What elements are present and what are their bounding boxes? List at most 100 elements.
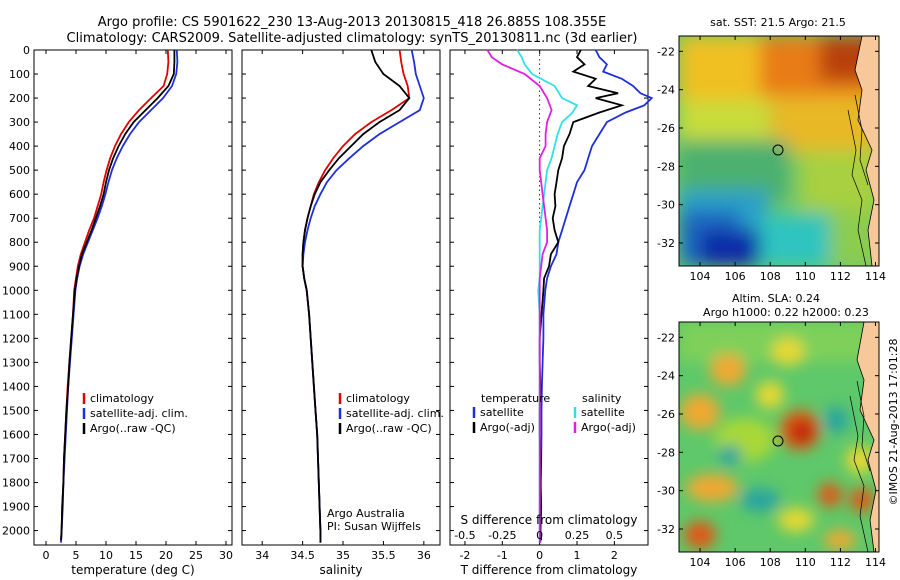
sla-map-subtitle: Argo h1000: 0.22 h2000: 0.23 bbox=[703, 306, 869, 319]
sst-map-title: sat. SST: 21.5 Argo: 21.5 bbox=[710, 16, 846, 29]
x2-tick-label: 0 bbox=[536, 529, 543, 542]
legend-label: Argo(-adj) bbox=[581, 421, 636, 434]
x-tick-label: 25 bbox=[189, 549, 203, 562]
series-line-temperature-satellite bbox=[539, 49, 654, 543]
legend-label: climatology bbox=[90, 392, 154, 405]
depth-tick-label: 1400 bbox=[2, 380, 30, 393]
series-line-salinity-argo_s bbox=[486, 49, 553, 543]
header-line1: Argo profile: CS 5901622_230 13-Aug-2013… bbox=[98, 15, 606, 30]
pi-label: PI: Susan Wijffels bbox=[327, 520, 421, 533]
differences-axes-frame bbox=[449, 49, 649, 546]
x-tick-label: 34 bbox=[255, 549, 269, 562]
map-y-tick-label: -22 bbox=[657, 45, 675, 58]
x2-tick-label: 0.25 bbox=[565, 529, 590, 542]
differences-xlabel: T difference from climatology bbox=[460, 563, 638, 577]
depth-tick-label: 1800 bbox=[2, 477, 30, 490]
depth-tick-label: 1600 bbox=[2, 428, 30, 441]
map-x-tick-label: 106 bbox=[725, 556, 746, 569]
map-y-tick-label: -26 bbox=[657, 408, 675, 421]
x-tick-label: 0 bbox=[536, 549, 543, 562]
map-y-tick-label: -24 bbox=[657, 370, 675, 383]
temperature-profile-panel: 0100200300400500600700800900100011001200… bbox=[2, 44, 233, 577]
sst-map-axes: 104 106 108 110 112 114 -22 -24 -26 -28 -30 -32 bbox=[657, 36, 886, 283]
depth-tick-label: 300 bbox=[9, 116, 30, 129]
legend-header-salinity: salinity bbox=[582, 392, 622, 405]
legend-label: satellite bbox=[581, 406, 625, 419]
legend-label: satellite-adj. clim. bbox=[346, 407, 444, 420]
legend-label: Argo(..raw -QC) bbox=[90, 422, 176, 435]
depth-tick-label: 1700 bbox=[2, 452, 30, 465]
x-tick-label: -2 bbox=[459, 549, 470, 562]
depth-tick-label: 1300 bbox=[2, 356, 30, 369]
x-tick-label: 36 bbox=[417, 549, 431, 562]
x2-tick-label: -0.25 bbox=[488, 529, 516, 542]
map-x-tick-label: 110 bbox=[795, 270, 816, 283]
x-tick-label: 30 bbox=[219, 549, 233, 562]
x-tick-label: 2 bbox=[611, 549, 618, 562]
depth-tick-label: 2000 bbox=[2, 525, 30, 538]
map-y-tick-label: -22 bbox=[657, 331, 675, 344]
map-y-tick-label: -28 bbox=[657, 160, 675, 173]
sst-map-frame bbox=[678, 35, 880, 267]
depth-tick-label: 1100 bbox=[2, 308, 30, 321]
map-x-tick-label: 110 bbox=[795, 556, 816, 569]
sla-map-axes: 104 106 108 110 112 114 -22 -24 -26 -28 -30 -32 bbox=[657, 322, 886, 569]
map-y-tick-label: -26 bbox=[657, 122, 675, 135]
depth-tick-label: 900 bbox=[9, 260, 30, 273]
map-y-tick-label: -30 bbox=[657, 199, 675, 212]
x2-tick-label: -0.5 bbox=[454, 529, 475, 542]
map-x-tick-label: 112 bbox=[830, 556, 851, 569]
sla-map-frame bbox=[678, 321, 880, 553]
depth-tick-label: 400 bbox=[9, 140, 30, 153]
salinity-xlabel: salinity bbox=[319, 563, 362, 577]
sst-heatmap bbox=[679, 36, 879, 266]
sst-profile-marker bbox=[772, 144, 784, 156]
temperature-xlabel: temperature (deg C) bbox=[71, 563, 194, 577]
depth-tick-label: 1000 bbox=[2, 284, 30, 297]
imos-timestamp: ©IMOS 21-Aug-2013 17:01:28 bbox=[887, 339, 900, 506]
legend-label: satellite bbox=[480, 406, 524, 419]
x-tick-label: 10 bbox=[99, 549, 113, 562]
x-tick-label: 5 bbox=[73, 549, 80, 562]
sla-map-title: Altim. SLA: 0.24 bbox=[732, 292, 820, 305]
salinity-axes-frame bbox=[241, 49, 441, 546]
map-y-tick-label: -28 bbox=[657, 446, 675, 459]
map-x-tick-label: 114 bbox=[865, 556, 886, 569]
depth-tick-label: 1900 bbox=[2, 501, 30, 514]
legend-header-temperature: temperature bbox=[481, 392, 550, 405]
header-line2: Climatology: CARS2009. Satellite-adjuste… bbox=[67, 31, 638, 46]
x-tick-label: 20 bbox=[159, 549, 173, 562]
map-y-tick-label: -32 bbox=[657, 523, 675, 536]
depth-tick-label: 100 bbox=[9, 68, 30, 81]
sla-profile-marker bbox=[772, 435, 784, 447]
map-x-tick-label: 108 bbox=[760, 270, 781, 283]
legend-label: climatology bbox=[346, 392, 410, 405]
depth-tick-label: 1500 bbox=[2, 404, 30, 417]
depth-tick-label: 1200 bbox=[2, 332, 30, 345]
salinity-profile-panel: 34 34.5 35 35.5 36 salinity climatology satelli… bbox=[241, 49, 444, 577]
x-tick-label: 34.5 bbox=[290, 549, 315, 562]
sla-heatmap bbox=[679, 322, 879, 552]
x-tick-label: 35 bbox=[336, 549, 350, 562]
differences-xlabel2: S difference from climatology bbox=[461, 513, 638, 527]
map-x-tick-label: 114 bbox=[865, 270, 886, 283]
x-tick-label: -1 bbox=[497, 549, 508, 562]
difference-profile-panel: -2 -1 0 1 2T difference from climatology S di… bbox=[449, 49, 654, 577]
sst-map-panel: sat. SST: 21.5 Argo: 21.5 bbox=[657, 16, 886, 283]
legend-label: Argo(..raw -QC) bbox=[346, 422, 432, 435]
x-tick-label: 15 bbox=[129, 549, 143, 562]
map-x-tick-label: 108 bbox=[760, 556, 781, 569]
map-x-tick-label: 106 bbox=[725, 270, 746, 283]
map-x-tick-label: 104 bbox=[690, 556, 711, 569]
map-x-tick-label: 104 bbox=[690, 270, 711, 283]
temperature-axes-frame bbox=[33, 49, 233, 546]
depth-tick-label: 500 bbox=[9, 164, 30, 177]
series-line-argo bbox=[301, 49, 411, 543]
x2-tick-label: 0.5 bbox=[606, 529, 624, 542]
series-line-argo bbox=[60, 50, 176, 541]
legend-label: satellite-adj. clim. bbox=[90, 407, 188, 420]
depth-tick-label: 200 bbox=[9, 92, 30, 105]
map-y-tick-label: -24 bbox=[657, 84, 675, 97]
x-tick-label: 0 bbox=[43, 549, 50, 562]
